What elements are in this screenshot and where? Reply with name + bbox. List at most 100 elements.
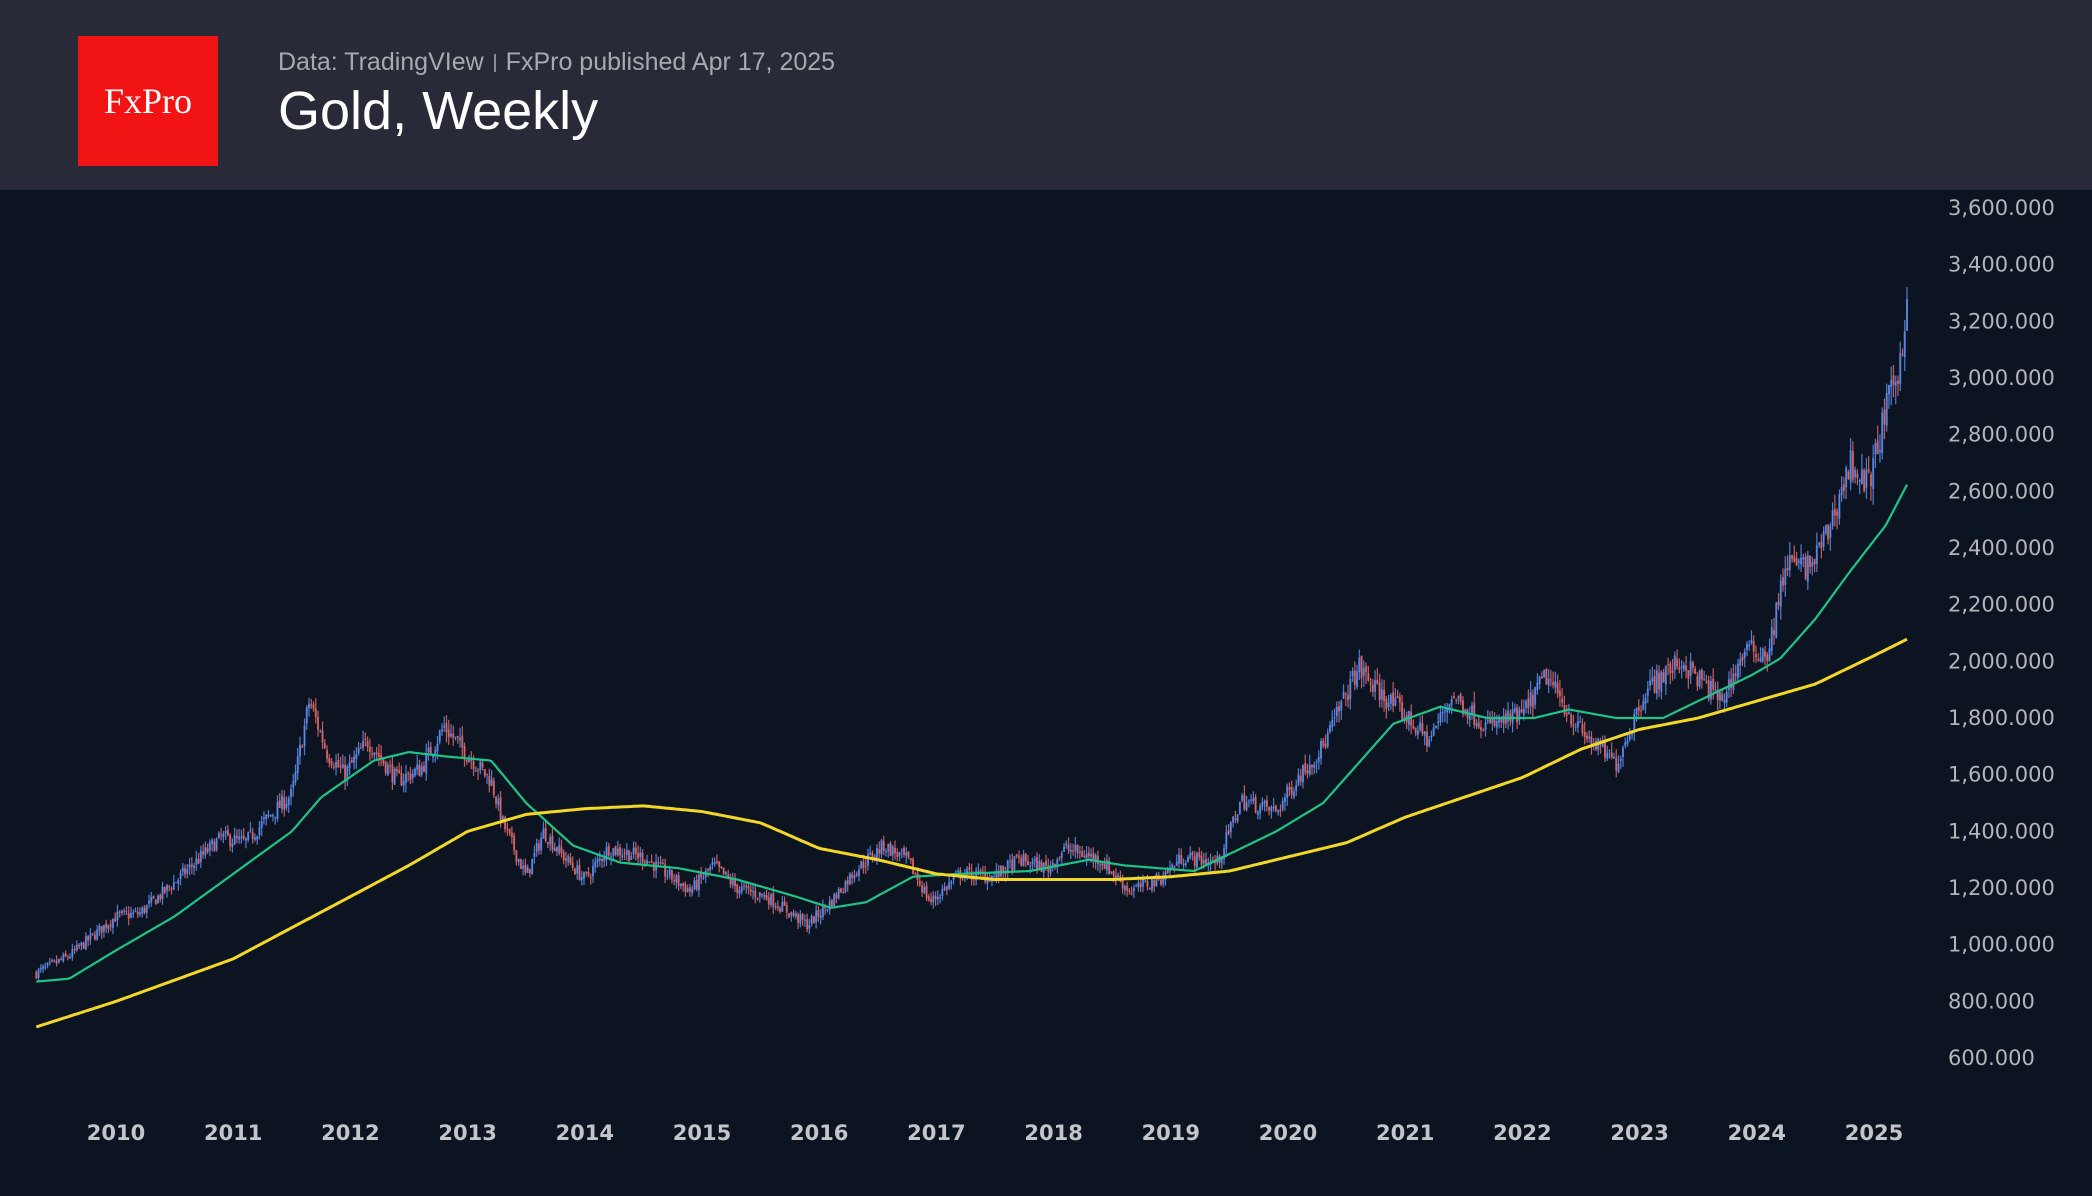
x-tick-label: 2024 [1728, 1121, 1786, 1145]
candle [1130, 886, 1133, 896]
candle [1015, 853, 1018, 859]
candle [801, 913, 804, 927]
candle [393, 766, 396, 785]
candle [1193, 850, 1196, 873]
candle [799, 909, 802, 928]
candle [878, 841, 881, 861]
candle [1815, 532, 1818, 573]
candle [404, 764, 407, 793]
candle [256, 835, 259, 845]
candle [1680, 660, 1683, 679]
candle [1536, 673, 1539, 695]
candle [1087, 846, 1090, 861]
candle [1662, 668, 1665, 683]
candle [1123, 884, 1126, 896]
candle [82, 941, 85, 949]
candle [1572, 714, 1575, 736]
candle [1092, 847, 1095, 868]
candle [1423, 731, 1426, 746]
candle [808, 918, 811, 935]
candle [98, 923, 101, 937]
candle [1525, 699, 1528, 714]
candle [231, 838, 234, 853]
candle [136, 907, 139, 918]
candle [1432, 723, 1435, 737]
candle [409, 766, 412, 785]
candle [1261, 797, 1264, 811]
candle [1703, 670, 1706, 681]
candle [1085, 846, 1088, 866]
candle [1421, 715, 1424, 737]
candle [765, 889, 768, 901]
candle [504, 815, 507, 833]
candle [384, 760, 387, 776]
candle [564, 851, 567, 868]
candle [1362, 660, 1365, 687]
candle [1315, 759, 1318, 774]
candle [1148, 887, 1151, 890]
candle [265, 814, 268, 826]
candle [89, 928, 92, 945]
candle [803, 914, 806, 927]
candle [217, 831, 220, 839]
candle [303, 718, 306, 756]
candle [679, 883, 682, 890]
candle [706, 868, 709, 878]
candle [621, 848, 624, 861]
candle [202, 844, 205, 859]
candle [1730, 668, 1733, 697]
candle [846, 876, 849, 892]
candle [941, 884, 944, 901]
candle [776, 900, 779, 912]
candle [1822, 526, 1825, 551]
candle [1896, 375, 1899, 397]
candle [326, 745, 329, 763]
candle [1682, 661, 1685, 672]
candle [903, 845, 906, 858]
ma-slow-line [35, 637, 1908, 1029]
candle [792, 909, 795, 918]
candle [569, 852, 572, 866]
candle [1270, 805, 1273, 819]
candle [1667, 657, 1670, 676]
candle [682, 882, 685, 892]
candle [1139, 877, 1142, 893]
candle [1461, 696, 1464, 718]
candle [51, 958, 54, 963]
candle [1446, 702, 1449, 724]
candle [749, 884, 752, 897]
candle [1105, 853, 1108, 875]
candle [411, 769, 414, 784]
candle [346, 764, 349, 787]
candle [102, 924, 105, 938]
candle [1319, 738, 1322, 765]
candle [53, 959, 56, 963]
candle [114, 912, 117, 922]
candle [1338, 700, 1341, 723]
candle [961, 877, 964, 881]
candle [763, 891, 766, 901]
ma-fast-line [36, 484, 1908, 983]
candle [866, 848, 869, 871]
candle [774, 902, 777, 911]
candle [1784, 556, 1787, 597]
candle [1736, 658, 1739, 682]
candle [1863, 468, 1866, 493]
candle [1175, 854, 1178, 867]
candle [1608, 749, 1611, 759]
candle [1563, 695, 1566, 718]
candle [1655, 664, 1658, 700]
candle [1437, 713, 1440, 730]
candle [1892, 364, 1895, 398]
candle [1331, 710, 1334, 732]
candle [1214, 855, 1217, 871]
candle [860, 860, 863, 870]
candle [1718, 688, 1721, 709]
candle [190, 857, 193, 875]
candle [181, 862, 184, 876]
candle [1205, 852, 1208, 867]
candle [1178, 848, 1181, 869]
candle [797, 912, 800, 929]
candle [1872, 444, 1875, 505]
candle [1687, 670, 1690, 689]
